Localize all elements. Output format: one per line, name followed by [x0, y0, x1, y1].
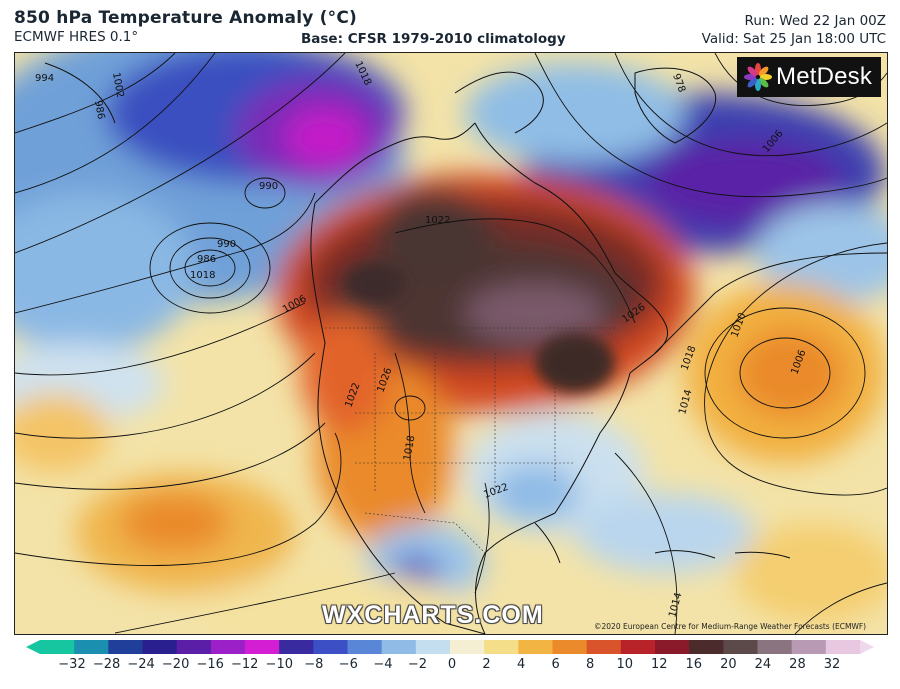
- colorbar-segment: [176, 640, 212, 654]
- colorbar-tick-label: 32: [823, 657, 841, 672]
- colorbar-segment: [347, 640, 383, 654]
- metdesk-logo: MetDesk: [737, 57, 881, 97]
- colorbar-segment: [450, 640, 485, 654]
- colorbar-tick-label: 20: [720, 657, 737, 672]
- colorbar-segment: [518, 640, 554, 654]
- base-climatology-label: Base: CFSR 1979-2010 climatology: [301, 31, 566, 47]
- colorbar-tick-label: 24: [754, 657, 772, 672]
- isobar-label: 1002: [110, 72, 125, 99]
- metdesk-logo-text: MetDesk: [776, 63, 873, 90]
- header-left: 850 hPa Temperature Anomaly (°C) ECMWF H…: [14, 8, 357, 45]
- isobar-label: 1018: [190, 270, 215, 281]
- colorbar-segment: [142, 640, 178, 654]
- colorbar-tick-label: −28: [92, 657, 121, 672]
- ecmwf-copyright: ©2020 European Centre for Medium-Range W…: [594, 622, 867, 631]
- colorbar-tick-label: 16: [685, 657, 703, 672]
- model-label: ECMWF HRES 0.1°: [14, 29, 139, 45]
- colorbar-tick-label: −2: [407, 657, 428, 672]
- colorbar-segment: [245, 640, 280, 654]
- isobar-label: 990: [259, 181, 278, 192]
- colorbar-segment: [723, 640, 759, 654]
- borders: [325, 327, 615, 554]
- colorbar-segment: [791, 640, 827, 654]
- wxcharts-watermark: WXCHARTS.COM: [322, 601, 544, 629]
- metdesk-flower-icon: [744, 63, 772, 91]
- colorbar-tick-label: −24: [127, 657, 155, 672]
- colorbar-segment: [210, 640, 246, 654]
- colorbar-right-arrow: [860, 640, 874, 654]
- colorbar-segment: [757, 640, 793, 654]
- chart-title: 850 hPa Temperature Anomaly (°C): [14, 8, 357, 28]
- colorbar-tick-label: 12: [650, 657, 668, 672]
- colorbar-tick-label: −12: [231, 657, 259, 672]
- colorbar-segment: [313, 640, 349, 654]
- colorbar-segment: [825, 640, 861, 654]
- colorbar-tick-label: 6: [551, 657, 560, 672]
- colorbar-tick-label: 4: [516, 657, 526, 672]
- coastlines: [44, 62, 791, 634]
- header-right: Run: Wed 22 Jan 00Z Valid: Sat 25 Jan 18…: [702, 12, 886, 48]
- isobar-label: 1022: [425, 215, 450, 226]
- colorbar-segment: [74, 640, 109, 654]
- isobar-label: 1018: [402, 435, 417, 462]
- anomaly-map: 994 1002 986 1018 978 1006 990 990 986 1…: [14, 52, 888, 635]
- run-time-label: Run: Wed 22 Jan 00Z: [744, 13, 886, 29]
- colorbar-tick-label: 2: [482, 657, 491, 672]
- colorbar-tick-label: −16: [196, 657, 224, 672]
- colorbar-segment: [689, 640, 724, 654]
- colorbar-tick-label: −8: [304, 657, 324, 672]
- valid-time-label: Valid: Sat 25 Jan 18:00 UTC: [701, 31, 886, 47]
- colorbar-segment: [552, 640, 588, 654]
- isobar-label: 986: [92, 100, 106, 121]
- colorbar-tick-label: −10: [265, 657, 293, 672]
- colorbar-tick-label: −4: [373, 657, 393, 672]
- colorbar-segment: [586, 640, 622, 654]
- colorbar-tick-label: 28: [789, 657, 806, 672]
- isobars: [15, 53, 887, 634]
- colorbar-segment: [279, 640, 314, 654]
- colorbar-segment: [484, 640, 519, 654]
- colorbar-tick-label: −32: [58, 657, 86, 672]
- colorbar-tick-label: 8: [586, 657, 595, 672]
- colorbar: [26, 640, 874, 654]
- colorbar-tick-label: 10: [616, 657, 633, 672]
- isobar-label: 994: [35, 73, 54, 84]
- colorbar-ticks: −32 −28 −24 −20 −16 −12 −10 −8 −6 −4 −2 0 2 4 6 8 10 12 16…: [0, 657, 900, 677]
- colorbar-segment: [655, 640, 690, 654]
- isobar-label: 990: [217, 239, 236, 250]
- colorbar-tick-label: 0: [447, 657, 457, 672]
- map-canvas: 994 1002 986 1018 978 1006 990 990 986 1…: [15, 53, 887, 634]
- colorbar-left-arrow: [26, 640, 40, 654]
- colorbar-tick-label: −20: [161, 657, 190, 672]
- colorbar-segment: [381, 640, 417, 654]
- colorbar-segment: [415, 640, 451, 654]
- colorbar-segment: [40, 640, 75, 654]
- colorbar-segment: [620, 640, 656, 654]
- colorbar-segment: [108, 640, 144, 654]
- colorbar-tick-label: −6: [338, 657, 358, 672]
- isobar-label: 986: [197, 254, 216, 265]
